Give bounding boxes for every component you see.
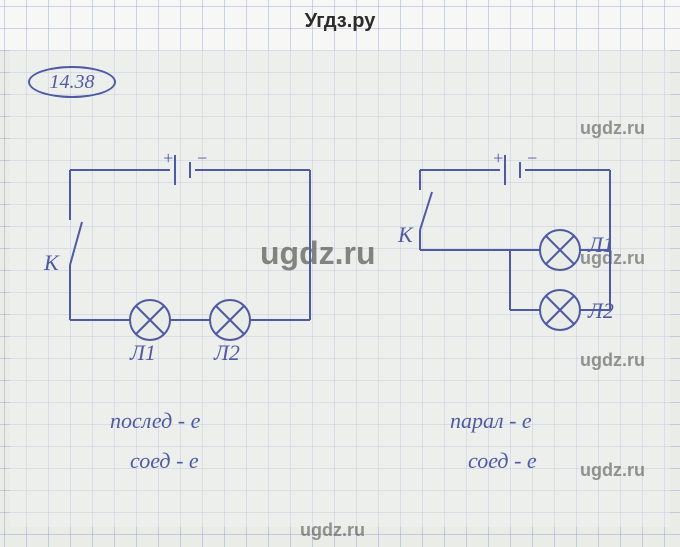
problem-number-bubble: 14.38 [28, 66, 116, 98]
page-title: Угдз.ру [0, 10, 680, 33]
battery-plus-1: + [162, 148, 174, 169]
problem-number: 14.38 [50, 71, 95, 94]
battery-minus-1: − [196, 148, 208, 169]
caption2-line1: парал - е [450, 408, 532, 434]
switch-label-2: К [398, 222, 413, 248]
lamp2-label-2: Л2 [588, 298, 614, 324]
switch-label-1: К [44, 250, 59, 276]
battery-minus-2: − [526, 148, 538, 169]
lamp1-label-2: Л1 [588, 232, 614, 258]
circuit-series [50, 150, 330, 360]
battery-plus-2: + [492, 148, 504, 169]
lamp2-label-1: Л2 [214, 340, 240, 366]
caption1-line1: послед - е [110, 408, 200, 434]
caption2-line2: соед - е [468, 448, 537, 474]
circuit-parallel [400, 150, 640, 390]
caption1-line2: соед - е [130, 448, 199, 474]
lamp1-label-1: Л1 [130, 340, 156, 366]
